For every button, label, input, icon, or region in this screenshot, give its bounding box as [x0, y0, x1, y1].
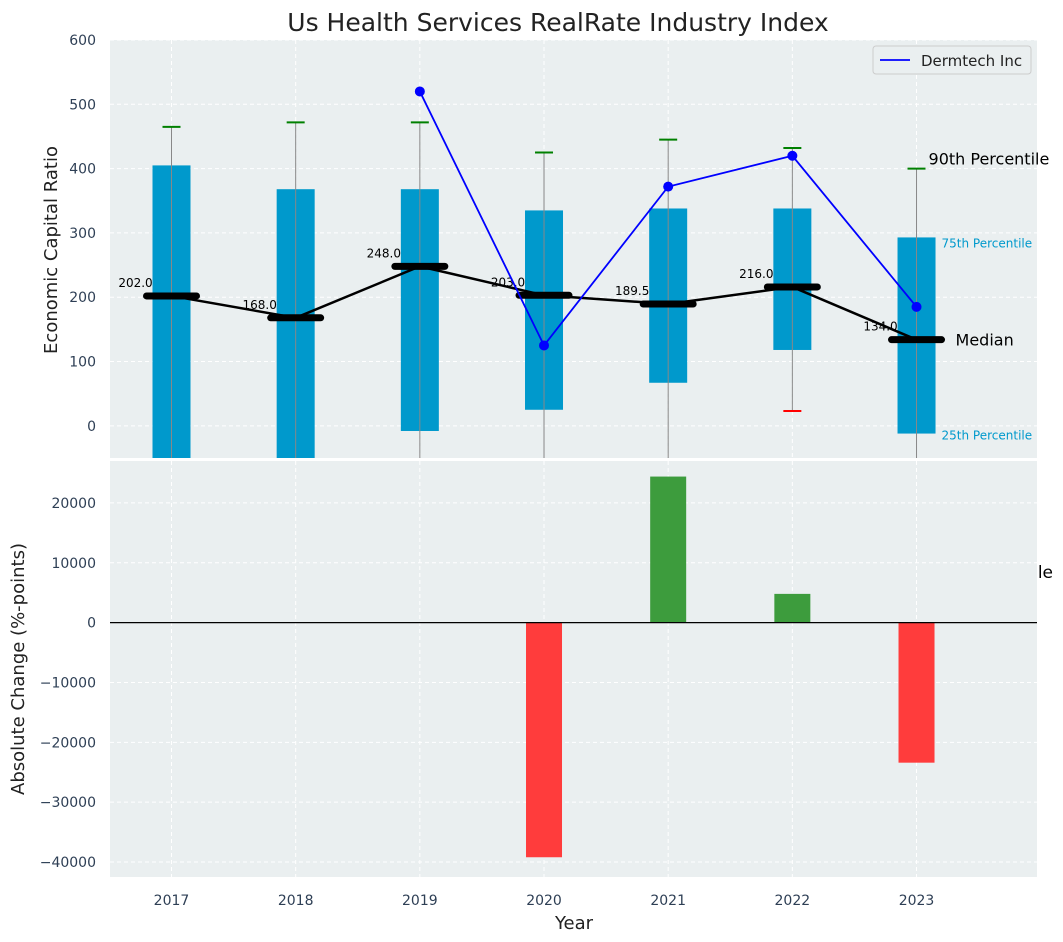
company-point [911, 301, 922, 312]
change-bar [526, 622, 563, 858]
bottom-y-tick-label: 20000 [51, 496, 96, 512]
company-point [787, 150, 798, 161]
company-point [539, 340, 550, 351]
p25-annotation: 25th Percentile [942, 429, 1033, 443]
change-bar [650, 476, 687, 623]
bottom-y-tick-label: 0 [87, 616, 96, 632]
x-tick-label: 2018 [278, 893, 314, 909]
top-y-axis-label: Economic Capital Ratio [41, 146, 62, 354]
bottom-plot-area [110, 461, 1037, 877]
x-tick-label: 2020 [526, 893, 562, 909]
median-value-label: 216.0 [739, 267, 773, 281]
median-annotation: Median [956, 331, 1014, 350]
legend-entry: Dermtech Inc [921, 52, 1022, 70]
p90-annotation: 90th Percentile [929, 150, 1050, 169]
median-value-label: 248.0 [367, 246, 401, 260]
company-point [663, 181, 674, 192]
x-tick-label: 2023 [899, 893, 935, 909]
bottom-y-tick-label: −30000 [40, 795, 96, 811]
x-tick-label: 2021 [650, 893, 686, 909]
top-y-tick-label: 300 [69, 226, 96, 242]
top-panel: 0 100 200 300 400 500 600 202.0 168.0 248.0 203.0 1… [69, 33, 1049, 458]
change-bar [898, 622, 935, 763]
bottom-y-axis-label: Absolute Change (%-points) [8, 543, 29, 795]
legend-box [872, 45, 1032, 75]
top-y-tick-label: 500 [69, 97, 96, 113]
chart-title: Us Health Services RealRate Industry Ind… [287, 8, 828, 37]
bottom-y-tick-label: −20000 [40, 735, 96, 751]
top-y-tick-label: 0 [87, 419, 96, 435]
top-y-tick-label: 200 [69, 290, 96, 306]
p75-annotation: 75th Percentile [942, 236, 1033, 250]
median-value-label: 168.0 [242, 298, 276, 312]
top-y-tick-label: 400 [69, 162, 96, 178]
bottom-y-tick-label: −10000 [40, 675, 96, 691]
top-y-tick-label: 600 [69, 33, 96, 49]
clipped-annotation: le [1038, 563, 1053, 583]
bottom-y-tick-label: 10000 [51, 556, 96, 572]
x-axis-label: Year [554, 913, 594, 934]
median-value-label: 203.0 [491, 275, 525, 289]
x-tick-label: 2019 [402, 893, 438, 909]
x-tick-label: 2022 [775, 893, 811, 909]
company-point [414, 86, 425, 97]
bottom-panel: −40000 −30000 −20000 −10000 0 10000 20000 2017 2… [40, 461, 1053, 909]
x-tick-label: 2017 [154, 893, 190, 909]
median-value-label: 134.0 [863, 320, 897, 334]
median-value-label: 202.0 [118, 276, 152, 290]
top-plot-area [110, 40, 1037, 458]
bottom-y-tick-label: −40000 [40, 855, 96, 871]
legend: Dermtech Inc [872, 45, 1032, 75]
change-bar [774, 593, 811, 623]
top-y-tick-label: 100 [69, 355, 96, 371]
median-value-label: 189.5 [615, 284, 649, 298]
